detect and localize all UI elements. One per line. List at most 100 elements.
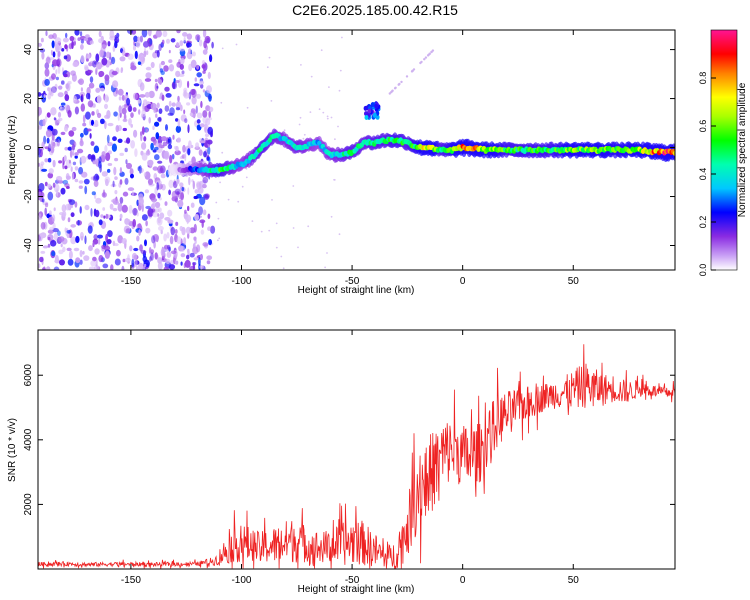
x-tick-label: 50 <box>568 276 580 287</box>
noise-blob <box>71 126 77 132</box>
x-tick-label: 0 <box>460 575 466 586</box>
noise-blob <box>58 160 63 164</box>
noise-blob <box>56 188 59 197</box>
noise-blob <box>84 66 89 71</box>
noise-dot <box>268 229 271 232</box>
noise-blob <box>115 125 120 133</box>
noise-blob <box>57 50 61 58</box>
noise-blob <box>174 260 179 265</box>
snr-y-ticks: 6000 4000 2000 <box>23 364 675 516</box>
colorbar-tick-label: 0.6 <box>698 120 708 133</box>
y-tick-label: 40 <box>23 44 34 56</box>
noise-blob <box>178 73 185 77</box>
noise-blob <box>43 94 46 98</box>
noise-blob <box>39 48 46 53</box>
noise-blob <box>62 246 66 253</box>
noise-blob <box>142 103 145 111</box>
noise-blob <box>83 178 90 185</box>
y-tick-label: -40 <box>23 238 34 253</box>
noise-blob <box>69 35 75 42</box>
noise-blob <box>182 32 188 37</box>
noise-blob <box>117 203 123 212</box>
noise-blob <box>183 87 188 94</box>
noise-blob <box>117 88 124 96</box>
noise-blob <box>38 162 41 167</box>
noise-blob <box>44 68 50 77</box>
noise-blob <box>42 118 46 127</box>
noise-dot <box>326 115 329 118</box>
noise-blob <box>177 199 184 208</box>
noise-blob <box>147 159 154 167</box>
noise-blob <box>74 30 80 36</box>
noise-blob <box>95 197 102 204</box>
x-tick-label: -150 <box>121 575 141 586</box>
noise-blob <box>192 180 195 190</box>
snr-frame <box>37 329 676 570</box>
noise-blob <box>139 35 143 43</box>
noise-dot <box>307 225 310 228</box>
noise-blob <box>150 61 155 69</box>
noise-blob <box>45 202 49 208</box>
noise-blob <box>185 226 191 235</box>
noise-blob <box>154 78 158 83</box>
noise-blob <box>187 148 191 156</box>
noise-blob <box>158 108 163 114</box>
noise-blob <box>157 117 162 122</box>
noise-dot <box>217 239 219 242</box>
snr-x-ticks: -150 -100 -50 0 50 <box>121 330 579 586</box>
noise-blob <box>85 34 90 39</box>
noise-blob <box>49 210 52 216</box>
noise-blob <box>154 154 160 161</box>
noise-blob <box>78 78 84 85</box>
noise-blob <box>74 152 79 156</box>
noise-blob <box>187 80 190 89</box>
noise-blob <box>120 69 123 73</box>
spectrogram-x-ticks: -150 -100 -50 0 50 <box>121 30 579 287</box>
noise-blob <box>64 44 68 50</box>
noise-blob <box>206 37 210 44</box>
noise-blob <box>179 104 183 112</box>
noise-dot <box>298 123 301 126</box>
noise-blob <box>56 175 63 182</box>
noise-blob <box>119 213 123 219</box>
noise-blob <box>74 166 79 171</box>
noise-blob <box>181 187 185 192</box>
noise-blob <box>171 102 176 107</box>
noise-blob <box>154 121 160 127</box>
noise-blob <box>75 235 80 244</box>
noise-blob <box>126 137 131 144</box>
noise-dot <box>326 117 329 120</box>
noise-blob <box>142 41 150 48</box>
noise-blob <box>140 249 147 255</box>
noise-blob <box>84 235 87 245</box>
noise-blob <box>65 203 71 211</box>
noise-blob <box>48 168 54 174</box>
noise-blob <box>38 143 41 147</box>
noise-blob <box>119 152 124 156</box>
noise-blob <box>189 252 195 258</box>
noise-blob <box>44 78 50 86</box>
noise-blob <box>211 41 214 49</box>
noise-blob <box>54 138 59 143</box>
spectrogram-marks <box>38 30 675 270</box>
y-tick-label: 2000 <box>23 493 34 516</box>
noise-blob <box>121 238 128 244</box>
noise-blob <box>126 162 132 170</box>
noise-blob <box>84 185 88 195</box>
noise-blob <box>60 243 63 248</box>
noise-blob <box>134 148 138 158</box>
noise-blob <box>146 50 149 55</box>
noise-dot <box>299 116 302 119</box>
noise-blob <box>107 122 114 127</box>
noise-blob <box>139 244 143 252</box>
noise-blob <box>200 100 203 109</box>
noise-blob <box>87 53 91 60</box>
noise-blob <box>85 111 91 120</box>
noise-blob <box>171 81 178 90</box>
noise-blob <box>138 197 144 206</box>
noise-blob <box>77 219 80 226</box>
noise-blob <box>60 187 66 195</box>
noise-blob <box>63 155 67 162</box>
noise-blob <box>143 136 147 142</box>
noise-blob <box>89 221 94 226</box>
